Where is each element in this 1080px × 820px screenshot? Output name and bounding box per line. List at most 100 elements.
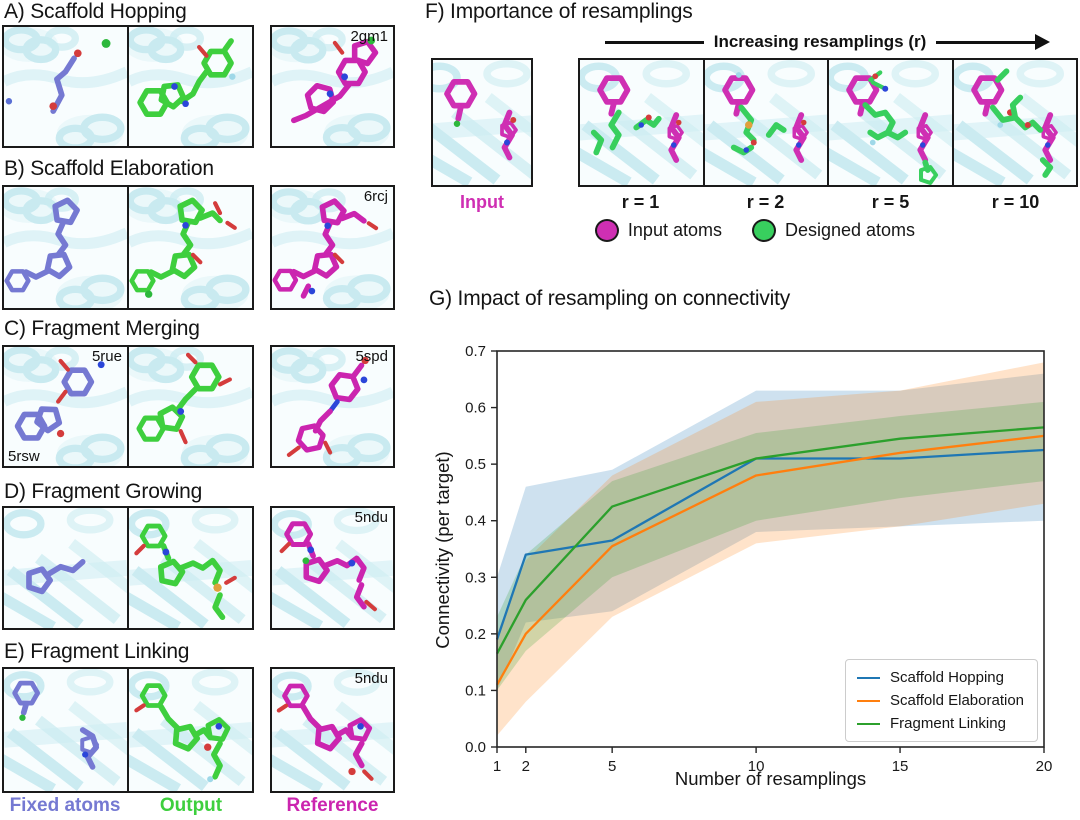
atom-legend: Input atoms Designed atoms — [430, 219, 1080, 242]
panel-g-title: G) Impact of resampling on connectivity — [429, 287, 791, 310]
molecule-fixed-a — [4, 27, 127, 146]
arrow-line-left — [605, 40, 704, 44]
molecule-reference-e — [272, 669, 393, 791]
designed-atoms-label: Designed atoms — [784, 220, 916, 240]
input-atoms-circle-icon — [594, 219, 619, 242]
connectivity-chart: 1 2 5 10 15 20 0.0 0.1 0.2 0.3 0.4 0.5 0.6 0.7 Number… — [430, 318, 1080, 818]
x-axis-label: Number of resamplings — [674, 768, 867, 789]
svg-text:0.0: 0.0 — [465, 739, 486, 756]
panel-f-r2-image — [702, 60, 828, 185]
molecule-reference-c — [272, 347, 393, 466]
panel-b-reference-image: 6rcj — [270, 185, 395, 310]
input-atoms-label: Input atoms — [627, 220, 722, 240]
arrowhead-icon — [1035, 34, 1051, 50]
designed-atoms-circle-icon — [751, 219, 776, 242]
legend-swatch-icon — [857, 722, 881, 725]
panel-f-resampling-group — [578, 58, 1078, 187]
chart-plot-area: 1 2 5 10 15 20 0.0 0.1 0.2 0.3 0.4 0.5 0.6 0.7 — [465, 343, 1053, 775]
panel-f-r1-image — [580, 60, 703, 185]
column-label-fixed-atoms: Fixed atoms — [9, 795, 121, 816]
molecule-fixed-c — [4, 347, 127, 466]
svg-text:20: 20 — [1036, 758, 1053, 775]
chart-legend-entry: Scaffold Hopping — [857, 666, 1024, 689]
panel-c-fixed-image: 5rue 5rsw — [4, 347, 127, 466]
molecule-f-r5 — [829, 60, 952, 185]
panel-a-row: 2gm1 — [0, 25, 400, 148]
svg-text:0.3: 0.3 — [465, 569, 486, 586]
panel-d-output-image — [127, 508, 252, 628]
panel-e-fixed-image — [4, 669, 127, 791]
molecule-reference-b — [272, 187, 393, 308]
y-axis-label: Connectivity (per target) — [432, 451, 453, 649]
pdb-tag-5spd: 5spd — [355, 348, 388, 365]
panel-e-row: 5ndu — [0, 667, 400, 793]
panel-a-fixed-image — [4, 27, 127, 146]
svg-text:0.7: 0.7 — [465, 343, 486, 360]
molecule-output-d — [129, 508, 252, 628]
panel-c-row: 5rue 5rsw — [0, 345, 400, 468]
molecule-reference-a — [272, 27, 393, 146]
legend-label: Fragment Linking — [890, 715, 1006, 732]
panel-a-reference-image: 2gm1 — [270, 25, 395, 148]
pdb-tag-5ndu-d: 5ndu — [354, 509, 388, 526]
panel-a-output-image — [127, 27, 252, 146]
panel-b-row: 6rcj — [0, 185, 400, 310]
svg-text:2: 2 — [522, 758, 530, 775]
panel-d-title: D) Fragment Growing — [4, 480, 203, 503]
pdb-tag-5ndu-e: 5ndu — [354, 670, 388, 687]
svg-text:0.2: 0.2 — [465, 626, 486, 643]
panel-d-pair — [2, 506, 254, 630]
panel-a-pair — [2, 25, 254, 148]
molecule-fixed-e — [4, 669, 127, 791]
legend-label: Scaffold Hopping — [890, 669, 1004, 686]
panel-f-r10-image — [951, 60, 1077, 185]
panel-b-fixed-image — [4, 187, 127, 308]
molecule-f-r1 — [580, 60, 703, 185]
svg-text:10: 10 — [748, 758, 765, 775]
panel-c-pair: 5rue 5rsw — [2, 345, 254, 468]
legend-swatch-icon — [857, 699, 881, 702]
arrow-label: Increasing resamplings (r) — [713, 32, 927, 51]
panel-c-reference-image: 5spd — [270, 345, 395, 468]
panel-e-title: E) Fragment Linking — [4, 640, 190, 663]
pdb-tag-2gm1: 2gm1 — [350, 28, 388, 45]
atom-legend-input: Input atoms — [594, 219, 722, 242]
label-r10: r = 10 — [991, 192, 1040, 212]
panel-e-pair — [2, 667, 254, 793]
legend-label: Scaffold Elaboration — [890, 692, 1024, 709]
svg-text:0.5: 0.5 — [465, 456, 486, 473]
molecule-f-input — [433, 60, 531, 185]
molecule-output-b — [129, 187, 252, 308]
pdb-tag-5rsw: 5rsw — [8, 448, 40, 465]
pdb-tag-6rcj: 6rcj — [363, 188, 388, 205]
molecule-output-c — [129, 347, 252, 466]
panel-f-input-image — [431, 58, 533, 187]
svg-text:0.1: 0.1 — [465, 682, 486, 699]
column-label-output: Output — [159, 795, 223, 816]
svg-text:0.4: 0.4 — [465, 513, 486, 530]
pdb-tag-5rue: 5rue — [91, 348, 122, 365]
label-input: Input — [460, 192, 504, 212]
panel-e-reference-image: 5ndu — [270, 667, 395, 793]
panel-c-output-image — [127, 347, 252, 466]
molecule-fixed-b — [4, 187, 127, 308]
panel-a-title: A) Scaffold Hopping — [4, 0, 187, 23]
molecule-fixed-d — [4, 508, 127, 628]
panel-d-reference-image: 5ndu — [270, 506, 395, 630]
svg-text:5: 5 — [608, 758, 616, 775]
chart-legend-entry: Scaffold Elaboration — [857, 689, 1024, 712]
molecule-output-a — [129, 27, 252, 146]
label-r1: r = 1 — [621, 192, 660, 212]
svg-text:15: 15 — [892, 758, 909, 775]
panel-c-title: C) Fragment Merging — [4, 317, 200, 340]
panel-d-row: 5ndu — [0, 506, 400, 630]
svg-text:0.6: 0.6 — [465, 400, 486, 417]
panel-b-pair — [2, 185, 254, 310]
molecule-output-e — [129, 669, 252, 791]
panel-f-r5-image — [827, 60, 952, 185]
panel-d-fixed-image — [4, 508, 127, 628]
panel-e-output-image — [127, 669, 252, 791]
molecule-f-r2 — [705, 60, 828, 185]
increasing-resamplings-arrow: Increasing resamplings (r) — [605, 32, 1051, 52]
